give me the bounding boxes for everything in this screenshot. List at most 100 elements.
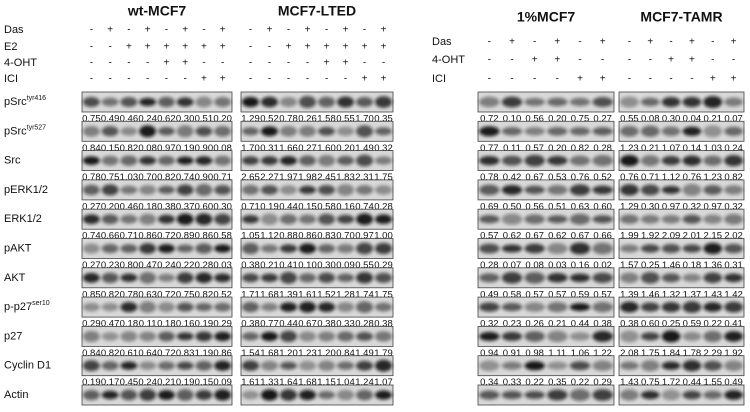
band xyxy=(317,331,336,342)
densitometry-value: 0.28 xyxy=(195,260,214,271)
band xyxy=(547,97,568,107)
band xyxy=(724,331,743,342)
protein-name: ERK1/2 xyxy=(4,213,42,225)
densitometry-value: 0.19 xyxy=(176,143,195,154)
band xyxy=(241,332,260,341)
densitometry-value: 0.59 xyxy=(571,289,590,300)
densitometry-value: 0.02 xyxy=(593,260,612,271)
densitometry-value: 0.63 xyxy=(571,201,590,212)
band xyxy=(82,302,100,312)
treatment-sign: - xyxy=(90,58,93,69)
densitometry-value: 0.82 xyxy=(571,143,590,154)
treatment-label: E2 xyxy=(4,41,17,53)
band xyxy=(547,302,568,313)
band xyxy=(524,185,545,195)
protein-site: ser10 xyxy=(32,300,50,307)
band xyxy=(279,185,298,195)
blot xyxy=(477,325,615,347)
densitometry-value: 1.07 xyxy=(374,377,393,388)
band xyxy=(336,184,355,196)
band xyxy=(214,125,232,137)
densitometry-value: 0.21 xyxy=(641,143,660,154)
densitometry-value: 0.24 xyxy=(138,114,157,125)
band xyxy=(479,214,500,224)
band xyxy=(195,390,213,400)
band xyxy=(139,272,157,284)
band xyxy=(592,242,613,255)
densitometry-value: 0.18 xyxy=(120,319,139,330)
band xyxy=(724,243,743,254)
band xyxy=(101,332,119,341)
band xyxy=(214,155,232,166)
densitometry-value: 0.77 xyxy=(480,143,499,154)
densitometry-value: 0.62 xyxy=(157,114,176,125)
densitometry-value: 0.35 xyxy=(374,114,393,125)
densitometry-value: 0.22 xyxy=(571,377,590,388)
band xyxy=(139,243,157,254)
band xyxy=(661,185,681,194)
band xyxy=(355,96,374,108)
densitometry-value: 1.75 xyxy=(374,289,393,300)
densitometry-value: 2.15 xyxy=(704,231,723,242)
band xyxy=(241,273,260,283)
treatment-sign: - xyxy=(601,55,604,66)
band xyxy=(298,155,317,166)
densitometry-value: 0.47 xyxy=(101,319,120,330)
densitometry-value: 1.57 xyxy=(620,260,639,271)
band xyxy=(336,214,355,224)
densitometry-value: 0.49 xyxy=(724,377,743,388)
band xyxy=(479,390,500,400)
densitometry-value: 0.38 xyxy=(620,319,639,330)
band xyxy=(279,330,298,343)
blot xyxy=(240,238,394,259)
densitometry-value: 0.33 xyxy=(336,319,355,330)
blot xyxy=(477,120,615,142)
densitometry-value: 0.97 xyxy=(355,231,374,242)
band xyxy=(176,389,194,401)
band xyxy=(703,360,723,371)
band xyxy=(279,271,298,284)
band xyxy=(195,126,213,137)
treatment-sign: - xyxy=(510,74,513,85)
blot xyxy=(618,384,745,406)
band xyxy=(569,332,591,341)
band xyxy=(703,242,723,255)
treatment-sign: - xyxy=(628,74,631,85)
blot xyxy=(81,355,233,377)
band xyxy=(317,213,336,225)
treatment-sign: + xyxy=(220,74,226,85)
densitometry-value: 0.32 xyxy=(724,201,743,212)
band xyxy=(157,127,175,136)
densitometry-value: 1.68 xyxy=(260,348,279,359)
band xyxy=(260,360,279,371)
densitometry-value: 1.68 xyxy=(260,289,279,300)
band xyxy=(661,214,681,224)
densitometry-value: 2.65 xyxy=(241,172,260,183)
band xyxy=(592,127,613,136)
densitometry-value: 0.30 xyxy=(641,201,660,212)
band xyxy=(157,96,175,108)
band xyxy=(479,302,500,312)
band xyxy=(82,360,100,372)
protein-label: AKT xyxy=(4,272,26,284)
band xyxy=(620,272,639,284)
band xyxy=(479,331,500,341)
group-title: MCF7-TAMR xyxy=(640,9,722,25)
densitometry-value: 1.43 xyxy=(620,377,639,388)
protein-label: Src xyxy=(4,155,21,167)
densitometry-value: 0.89 xyxy=(176,231,195,242)
densitometry-value: 0.74 xyxy=(355,201,374,212)
blot xyxy=(81,91,233,113)
treatment-sign: + xyxy=(324,58,330,69)
band xyxy=(703,302,723,312)
band xyxy=(479,184,500,196)
treatment-sign: + xyxy=(220,42,226,53)
densitometry-value: 0.30 xyxy=(176,114,195,125)
blot xyxy=(477,355,615,377)
treatment-sign: - xyxy=(363,58,366,69)
densitometry-value: 0.56 xyxy=(525,201,544,212)
densitometry-value: 0.78 xyxy=(120,289,139,300)
band xyxy=(547,273,568,283)
densitometry-value: 1.61 xyxy=(241,377,260,388)
densitometry-value: 1.00 xyxy=(374,231,393,242)
